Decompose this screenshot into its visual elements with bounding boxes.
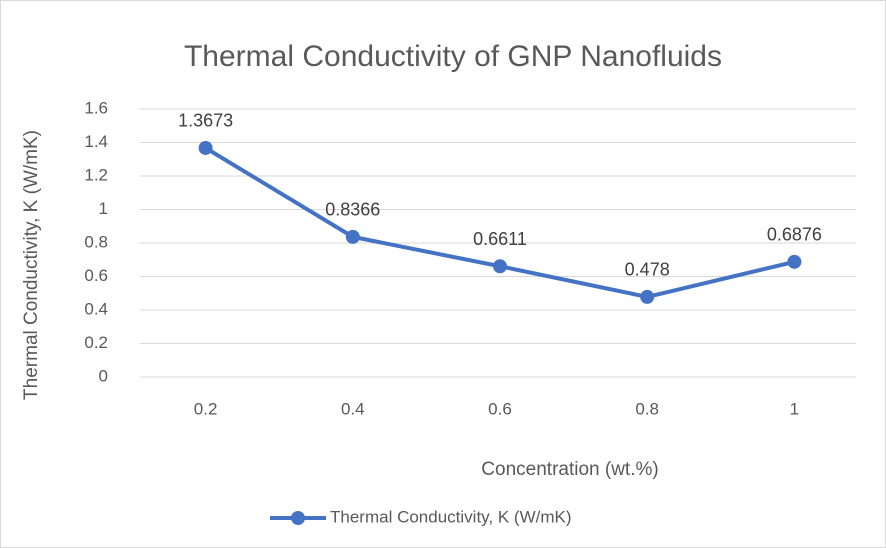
x-tick-label: 0.2 [194,399,218,418]
y-tick-label: 0.6 [84,266,108,285]
data-point [345,229,360,244]
data-label: 0.478 [625,260,670,280]
y-tick-label: 0 [99,366,108,385]
data-point [198,140,213,155]
legend-label: Thermal Conductivity, K (W/mK) [330,507,572,526]
data-label: 0.6876 [767,225,822,245]
legend-marker [291,511,305,525]
data-label: 1.3673 [178,111,233,131]
y-tick-label: 0.4 [84,299,108,318]
x-axis-label: Concentration (wt.%) [481,459,658,480]
x-tick-label: 0.4 [341,399,365,418]
x-tick-label: 0.6 [488,399,512,418]
y-tick-label: 0.8 [84,232,108,251]
data-point [640,289,655,304]
y-tick-label: 1.2 [84,165,108,184]
y-tick-label: 1.6 [84,98,108,117]
x-tick-label: 0.8 [635,399,659,418]
chart-title: Thermal Conductivity of GNP Nanofluids [184,40,722,73]
data-label: 0.8366 [325,200,380,220]
y-tick-label: 0.2 [84,333,108,352]
data-point [493,259,507,274]
y-tick-label: 1 [99,199,108,218]
y-tick-label: 1.4 [84,132,108,151]
y-axis-label: Thermal Conductivity, K (W/mK) [21,130,42,400]
data-point [787,254,802,269]
x-tick-label: 1 [790,399,799,418]
data-label: 0.6611 [473,229,527,249]
